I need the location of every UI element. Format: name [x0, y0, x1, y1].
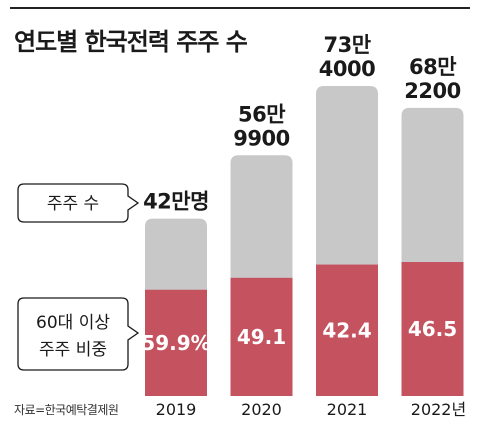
source-note: 자료=한국예탁결제원 — [14, 403, 119, 417]
total-label-2020-line1: 56만 — [238, 102, 285, 126]
callout-over60-line1: 60대 이상 — [36, 313, 110, 333]
share-label-2020: 49.1 — [237, 325, 286, 349]
total-label-2020-line2: 9900 — [233, 126, 289, 150]
callout-over60: 60대 이상 주주 비중 — [17, 297, 140, 371]
bar-over60-2022 — [401, 262, 464, 396]
total-label-2021-line1: 73만 — [323, 33, 370, 57]
category-label-2020: 2020 — [241, 400, 282, 419]
bar-over60-2021 — [316, 264, 378, 396]
bars-layer — [145, 86, 464, 397]
share-label-2022: 46.5 — [408, 317, 457, 341]
callout-shareholders-text: 주주 수 — [47, 194, 99, 214]
total-label-2022-line2: 2200 — [404, 79, 460, 103]
share-label-2019: 59.9% — [141, 331, 210, 355]
total-label-2022-line1: 68만 — [409, 55, 456, 79]
category-label-2021: 2021 — [327, 400, 368, 419]
total-label-2021-line2: 4000 — [319, 57, 375, 81]
callout-shareholders-box — [17, 183, 140, 223]
category-label-2022: 2022년 — [411, 400, 466, 419]
bar-over60-2019 — [145, 289, 207, 396]
bar-over60-2020 — [230, 277, 293, 396]
callout-over60-box — [17, 297, 140, 371]
chart-title: 연도별 한국전력 주주 수 — [14, 28, 248, 56]
total-label-2019-line1: 42만명 — [143, 190, 209, 214]
callout-over60-line2: 주주 비중 — [39, 340, 107, 360]
top-rule — [10, 7, 470, 9]
share-label-2021: 42.4 — [322, 318, 371, 342]
category-label-2019: 2019 — [156, 400, 197, 419]
callout-shareholders: 주주 수 — [17, 183, 140, 223]
